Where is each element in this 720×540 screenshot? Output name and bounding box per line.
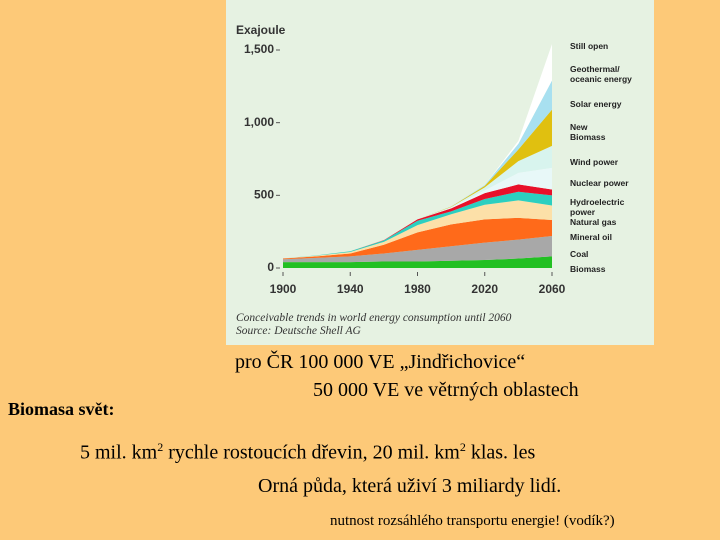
text: 5 mil. km	[80, 441, 158, 464]
caption: Conceivable trends in world energy consu…	[236, 312, 512, 324]
note: nutnost rozsáhlého transportu energie! (…	[330, 513, 615, 529]
y-axis-label: Exajoule	[236, 23, 286, 37]
heading: Biomasa svět:	[8, 399, 115, 419]
text: klas. les	[465, 441, 536, 464]
legend-entry: Mineral oil	[570, 232, 613, 242]
area	[283, 80, 552, 259]
area	[283, 256, 552, 268]
area	[283, 200, 552, 259]
y-tick-label: 500	[254, 188, 274, 202]
source: Source: Deutsche Shell AG	[236, 325, 361, 337]
superscript: 2	[157, 440, 164, 454]
area	[283, 191, 552, 259]
text-line: 5 mil. km2 rychle rostoucích dřevin, 20 …	[80, 440, 535, 465]
legend-entry: Natural gas	[570, 217, 617, 227]
y-tick-label: 0	[267, 260, 274, 274]
x-tick-label: 1900	[270, 282, 297, 296]
area	[283, 236, 552, 263]
x-tick-label: 1980	[404, 282, 431, 296]
superscript: 2	[459, 440, 466, 454]
legend-entry: Biomass	[570, 264, 606, 274]
y-tick-label: 1,000	[244, 115, 274, 129]
legend-entry: Wind power	[570, 157, 619, 167]
legend-entry: Solar energy	[570, 99, 622, 109]
area	[283, 167, 552, 259]
legend-entry: Nuclear power	[570, 178, 629, 188]
area	[283, 184, 552, 259]
text: rychle rostoucích dřevin, 20 mil. km	[163, 441, 460, 464]
x-tick-label: 2060	[539, 282, 566, 296]
area	[283, 217, 552, 260]
legend-entry: Hydroelectric power	[570, 197, 625, 217]
text-line: 50 000 VE ve větrných oblastech	[313, 379, 579, 401]
legend-entry: New Biomass	[570, 122, 606, 142]
y-tick-label: 1,500	[244, 42, 274, 56]
x-tick-label: 1940	[337, 282, 364, 296]
text-line: Orná půda, která uživí 3 miliardy lidí.	[258, 475, 562, 497]
legend-entry: Still open	[570, 41, 609, 51]
legend-entry: Coal	[570, 249, 589, 259]
text-line: pro ČR 100 000 VE „Jindřichovice“	[235, 351, 526, 373]
x-tick-label: 2020	[471, 282, 498, 296]
chart-background	[226, 0, 654, 345]
legend-entry: Geothermal/ oceanic energy	[570, 64, 632, 84]
